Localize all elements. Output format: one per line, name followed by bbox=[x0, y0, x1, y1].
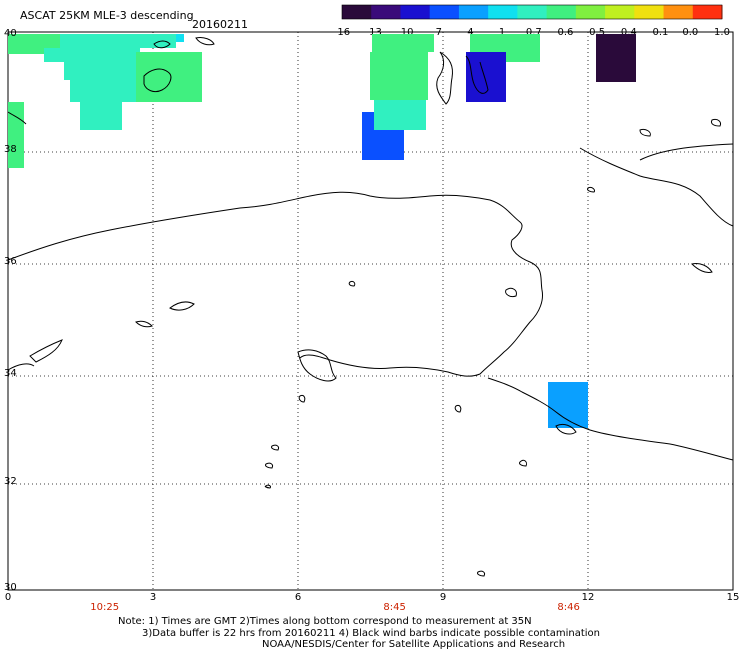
x-tick-label: 15 bbox=[727, 592, 740, 603]
colorbar-segment bbox=[371, 5, 401, 19]
y-tick-label: 30 bbox=[4, 582, 17, 593]
colorbar-segment bbox=[546, 5, 577, 19]
colorbar-segment bbox=[517, 5, 548, 19]
map-frame bbox=[7, 31, 734, 591]
colorbar-segment bbox=[400, 5, 431, 19]
x-axis-ticks: 0 3 6 9 12 15 bbox=[5, 592, 740, 603]
colorbar-segment bbox=[605, 5, 635, 19]
colorbar: -16 -13 -10 -7 -4 -1 -0.7 -0.6 -0.5 -0.4 -0.1 0.0 1.… bbox=[334, 4, 730, 38]
pass-times: 10:25 8:45 8:46 bbox=[90, 602, 580, 613]
map-title: ASCAT 25KM MLE-3 descending bbox=[20, 9, 194, 22]
note-line-2: 3)Data buffer is 22 hrs from 20160211 4)… bbox=[142, 628, 600, 639]
pass-time-label: 8:45 bbox=[383, 602, 405, 613]
y-axis-ticks: 40 38 36 34 32 30 bbox=[4, 28, 17, 593]
note-line-3: NOAA/NESDIS/Center for Satellite Applica… bbox=[262, 639, 566, 650]
x-tick-label: 9 bbox=[440, 592, 446, 603]
colorbar-segment bbox=[663, 5, 694, 19]
y-tick-label: 34 bbox=[4, 368, 17, 379]
colorbar-segment bbox=[458, 5, 489, 19]
x-tick-label: 3 bbox=[150, 592, 156, 603]
pass-time-label: 8:46 bbox=[557, 602, 579, 613]
colorbar-segment bbox=[692, 5, 723, 19]
pass-time-label: 10:25 bbox=[90, 602, 119, 613]
note-line-1: Note: 1) Times are GMT 2)Times along bot… bbox=[118, 616, 532, 627]
colorbar-segment bbox=[634, 5, 665, 19]
map-date: 20160211 bbox=[192, 18, 248, 31]
y-tick-label: 32 bbox=[4, 476, 17, 487]
colorbar-segment bbox=[488, 5, 518, 19]
x-tick-label: 0 bbox=[5, 592, 11, 603]
colorbar-segment bbox=[575, 5, 606, 19]
x-tick-label: 6 bbox=[295, 592, 301, 603]
data-swaths bbox=[8, 34, 636, 428]
y-tick-label: 38 bbox=[4, 144, 17, 155]
colorbar-segment bbox=[429, 5, 460, 19]
x-tick-label: 12 bbox=[582, 592, 595, 603]
y-tick-label: 36 bbox=[4, 256, 17, 267]
map-grid bbox=[8, 32, 733, 590]
coastlines bbox=[7, 37, 734, 577]
colorbar-segment bbox=[342, 5, 372, 19]
y-tick-label: 40 bbox=[4, 28, 17, 39]
